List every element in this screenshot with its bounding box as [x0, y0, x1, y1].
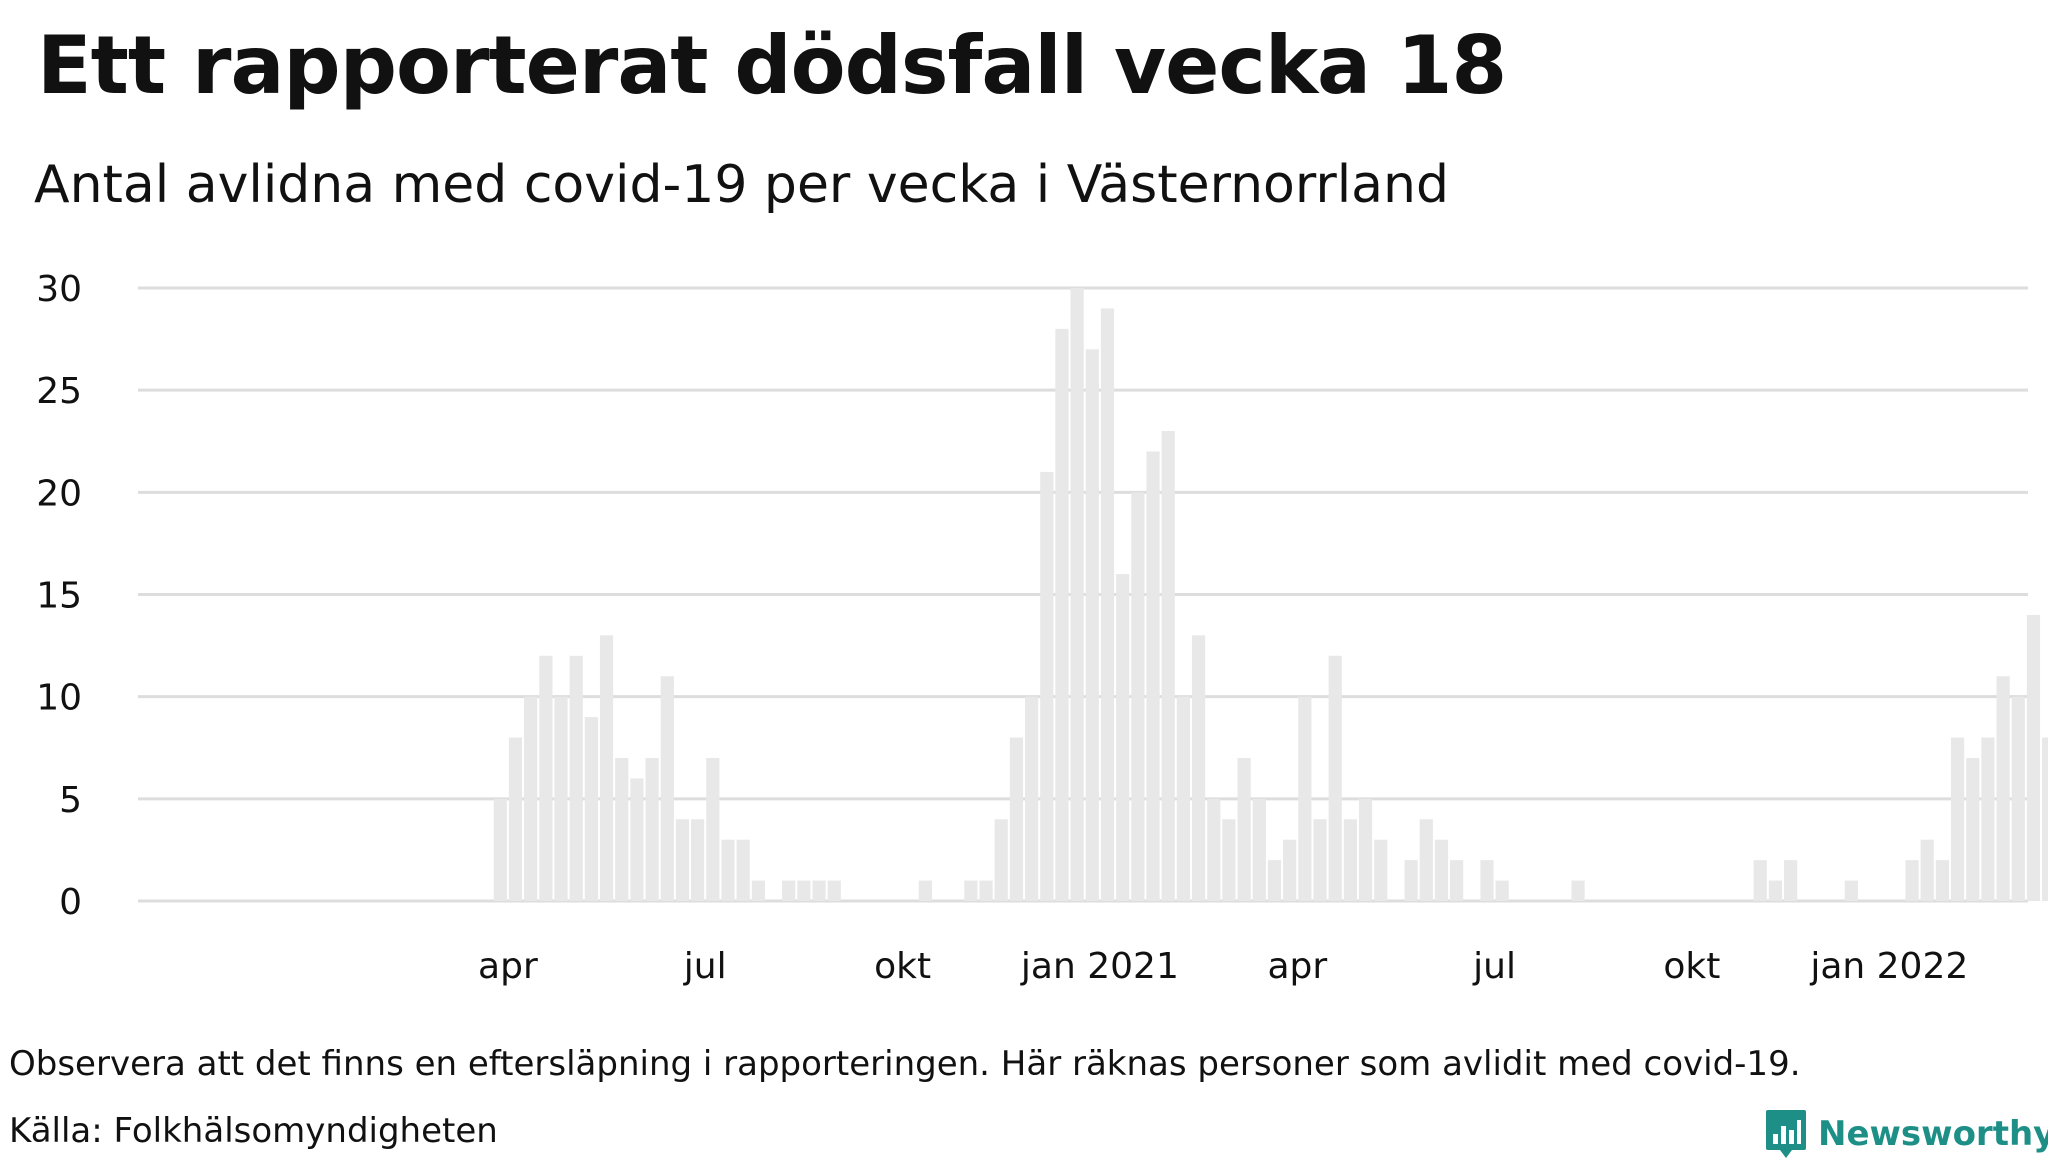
y-tick-label: 5 — [59, 780, 82, 821]
bar — [1313, 819, 1327, 901]
bar — [2011, 696, 2025, 901]
bar — [493, 798, 507, 901]
x-tick-label: okt — [1663, 946, 1720, 987]
bar — [1343, 819, 1357, 901]
bar — [1419, 819, 1433, 901]
y-tick-label: 0 — [59, 882, 82, 923]
bar — [1996, 676, 2010, 901]
bar — [1055, 328, 1069, 901]
bar-chart: 0 5 10 15 20 25 30 apr jul okt jan 2021 apr jul okt j… — [36, 269, 2048, 987]
bar — [1116, 574, 1130, 901]
bar — [1404, 860, 1418, 901]
bar — [1237, 757, 1251, 901]
bar — [508, 737, 523, 901]
bar — [827, 880, 841, 901]
bar — [1131, 492, 1145, 901]
bar — [1085, 349, 1099, 901]
bar — [691, 819, 705, 901]
bar — [736, 839, 750, 901]
bar — [1784, 860, 1798, 901]
y-tick-label: 30 — [36, 269, 82, 310]
bar — [584, 717, 598, 901]
bar — [630, 778, 644, 901]
bar — [1040, 471, 1054, 901]
bar — [1328, 655, 1342, 901]
bar — [1191, 635, 1206, 901]
bar — [2026, 614, 2041, 901]
bar — [812, 880, 826, 901]
bar — [1009, 737, 1024, 901]
x-tick-label: jan 2022 — [1809, 946, 1968, 987]
x-tick-label: jan 2021 — [1020, 946, 1179, 987]
chart-subtitle: Antal avlidna med covid-19 per vecka i V… — [34, 155, 1449, 215]
y-axis-ticks: 0 5 10 15 20 25 30 — [36, 269, 82, 923]
bar — [751, 880, 765, 901]
x-tick-label: apr — [1267, 946, 1327, 987]
bar-chart-logo-icon — [1766, 1110, 1806, 1158]
bar — [1161, 431, 1175, 901]
bar — [2042, 737, 2048, 901]
y-tick-label: 10 — [36, 678, 82, 719]
bar — [569, 655, 583, 901]
bar — [1950, 737, 1965, 901]
bar — [1252, 798, 1266, 901]
bar — [1844, 880, 1858, 901]
x-tick-label: jul — [683, 946, 727, 987]
footnote: Observera att det finns en eftersläpning… — [9, 1044, 1801, 1084]
bar — [721, 839, 735, 901]
bar — [1450, 860, 1464, 901]
bar — [1374, 839, 1388, 901]
bar — [1207, 798, 1221, 901]
bar — [539, 655, 553, 901]
bar — [994, 819, 1008, 901]
bar — [1480, 860, 1494, 901]
y-tick-label: 20 — [36, 473, 82, 514]
bar — [1298, 696, 1312, 901]
bar — [599, 635, 614, 901]
x-tick-label: jul — [1472, 946, 1516, 987]
bar — [1358, 798, 1373, 901]
bar — [660, 676, 674, 901]
bar — [645, 757, 659, 901]
bar — [979, 880, 993, 901]
bar — [797, 880, 811, 901]
bars — [493, 288, 2048, 901]
x-tick-label: okt — [874, 946, 931, 987]
bar — [1768, 880, 1783, 901]
chart-title: Ett rapporterat dödsfall vecka 18 — [37, 19, 1507, 112]
bar — [675, 819, 690, 901]
newsworthy-logo[interactable]: Newsworthy — [1764, 1104, 2048, 1164]
bar — [1176, 696, 1190, 901]
bar — [1434, 839, 1449, 901]
bar — [1571, 880, 1585, 901]
bar — [1753, 860, 1767, 901]
bar — [782, 880, 796, 901]
source-credit: Källa: Folkhälsomyndigheten — [9, 1111, 498, 1151]
bar — [1981, 737, 1995, 901]
bar — [1025, 696, 1039, 901]
bar — [1966, 757, 1980, 901]
bar — [1920, 839, 1934, 901]
bar — [918, 880, 932, 901]
bar — [1935, 860, 1949, 901]
bar — [1905, 860, 1919, 901]
bar — [964, 880, 978, 901]
brand-name: Newsworthy — [1818, 1114, 2048, 1154]
bar — [1222, 819, 1236, 901]
bar — [706, 757, 720, 901]
x-tick-label: apr — [478, 946, 538, 987]
bar — [1495, 880, 1509, 901]
bar — [524, 696, 538, 901]
bar — [554, 696, 568, 901]
y-tick-label: 25 — [36, 371, 82, 412]
y-tick-label: 15 — [36, 576, 82, 617]
bar — [1100, 308, 1115, 901]
bar — [615, 757, 629, 901]
bar — [1070, 288, 1084, 901]
bar — [1267, 860, 1282, 901]
bar — [1283, 839, 1297, 901]
bar — [1146, 451, 1160, 901]
